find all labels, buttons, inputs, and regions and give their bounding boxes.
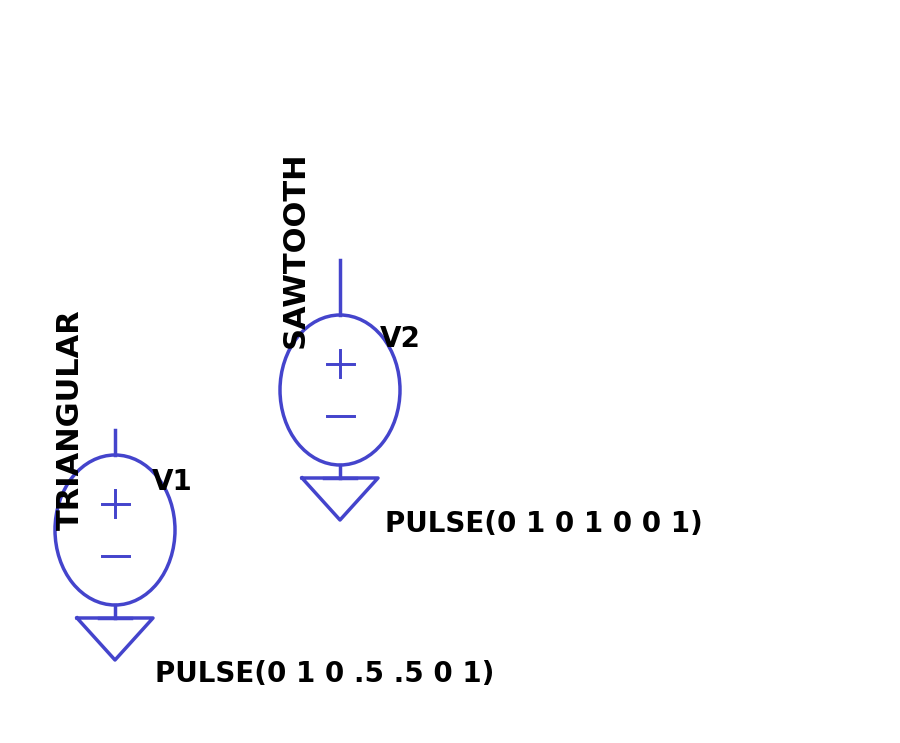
Text: V2: V2 bbox=[380, 325, 421, 353]
Text: SAWTOOTH: SAWTOOTH bbox=[281, 152, 310, 348]
Text: V1: V1 bbox=[152, 468, 193, 496]
Text: PULSE(0 1 0 1 0 0 1): PULSE(0 1 0 1 0 0 1) bbox=[385, 510, 703, 538]
Text: PULSE(0 1 0 .5 .5 0 1): PULSE(0 1 0 .5 .5 0 1) bbox=[155, 660, 494, 688]
Text: TRIANGULAR: TRIANGULAR bbox=[56, 310, 85, 531]
